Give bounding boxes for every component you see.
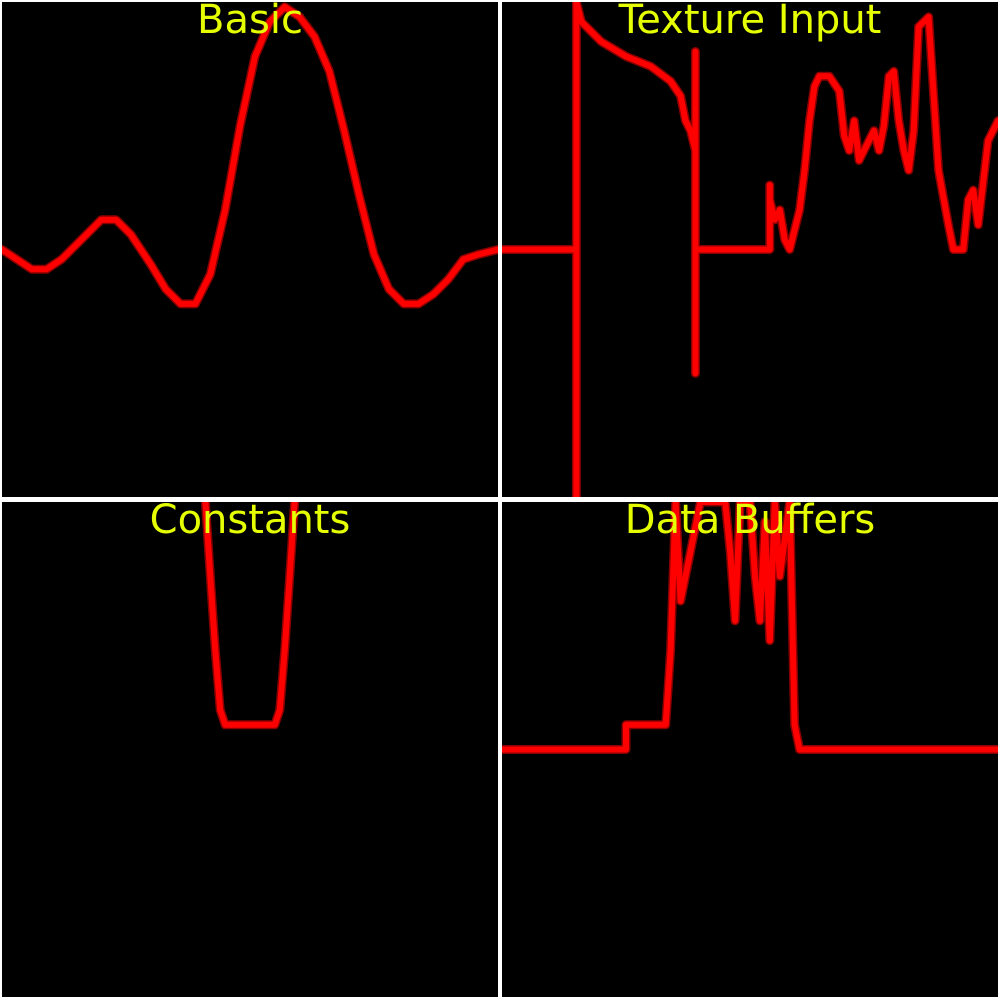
panel-basic: Basic — [2, 2, 498, 497]
series-0-glow — [2, 2, 498, 309]
panel-title-data-buffers: Data Buffers — [624, 502, 876, 543]
series-0-line — [202, 502, 298, 728]
panel-constants: Constants — [2, 502, 498, 997]
panel-texture-input: Texture Input — [502, 2, 998, 497]
plot-area-constants — [200, 502, 300, 730]
series-0-line — [2, 3, 498, 307]
panel-title-texture-input: Texture Input — [618, 2, 882, 43]
plot-area-data-buffers — [502, 502, 998, 754]
plot-area-texture-input — [502, 2, 998, 497]
panel-title-basic: Basic — [197, 2, 303, 43]
panel-data-buffers: Data Buffers — [502, 502, 998, 997]
plot-area-basic — [2, 2, 498, 309]
panel-title-constants: Constants — [149, 502, 351, 543]
series-0-line — [502, 502, 998, 753]
series-0-line — [502, 2, 998, 497]
